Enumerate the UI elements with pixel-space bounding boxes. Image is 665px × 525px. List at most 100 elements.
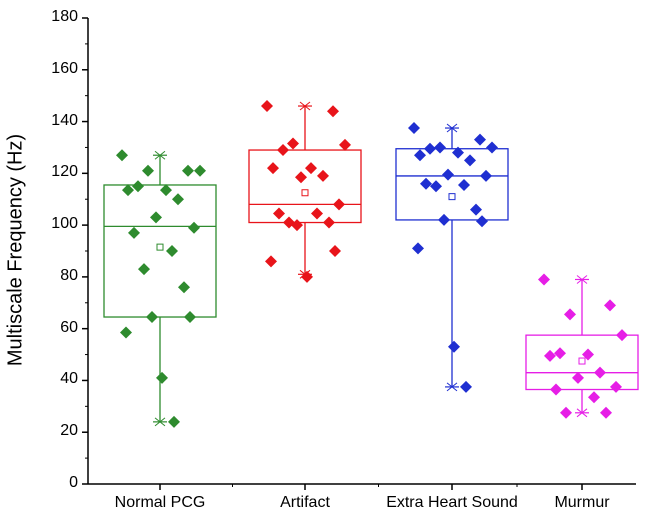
data-point bbox=[295, 171, 307, 184]
data-point bbox=[291, 219, 303, 232]
data-point bbox=[172, 193, 184, 206]
data-point bbox=[138, 263, 150, 276]
x-tick-label: Artifact bbox=[280, 494, 330, 511]
x-tick-label: Murmur bbox=[554, 494, 610, 511]
box-iqr bbox=[103, 184, 217, 318]
mean-marker bbox=[448, 193, 456, 201]
data-point bbox=[582, 348, 594, 361]
y-tick-label: 20 bbox=[60, 422, 78, 440]
data-point bbox=[333, 198, 345, 211]
data-point bbox=[442, 168, 454, 181]
data-point bbox=[600, 406, 612, 419]
data-point bbox=[560, 406, 572, 419]
data-point bbox=[150, 211, 162, 224]
whisker-cap-cross bbox=[446, 382, 458, 392]
y-tick-label: 140 bbox=[51, 111, 78, 129]
data-point bbox=[460, 380, 472, 393]
data-point bbox=[544, 349, 556, 362]
whisker-cap-cross bbox=[154, 150, 166, 160]
data-point bbox=[550, 383, 562, 396]
x-tick-label: Extra Heart Sound bbox=[386, 494, 518, 511]
data-point bbox=[412, 242, 424, 255]
data-point bbox=[273, 207, 285, 220]
data-point bbox=[142, 164, 154, 177]
y-tick-label: 160 bbox=[51, 59, 78, 77]
mean-marker bbox=[578, 357, 586, 365]
data-point bbox=[182, 164, 194, 177]
data-point bbox=[486, 141, 498, 154]
whisker-cap-cross bbox=[154, 417, 166, 427]
data-point bbox=[305, 162, 317, 175]
data-point bbox=[408, 122, 420, 135]
data-point bbox=[327, 105, 339, 118]
data-point bbox=[424, 142, 436, 155]
y-tick-label: 40 bbox=[60, 370, 78, 388]
data-point bbox=[616, 329, 628, 342]
data-point bbox=[604, 299, 616, 312]
y-axis-label: Multiscale Frequency (Hz) bbox=[4, 133, 27, 367]
data-point bbox=[452, 146, 464, 159]
y-tick-label: 80 bbox=[60, 266, 78, 284]
data-point bbox=[448, 340, 460, 353]
data-point bbox=[265, 255, 277, 268]
data-point bbox=[287, 137, 299, 150]
data-point bbox=[156, 371, 168, 384]
data-point bbox=[194, 164, 206, 177]
whisker-cap-cross bbox=[576, 275, 588, 284]
data-point bbox=[116, 149, 128, 162]
y-tick-label: 180 bbox=[51, 8, 78, 25]
data-point bbox=[458, 178, 470, 191]
data-point bbox=[267, 162, 279, 175]
box-iqr bbox=[248, 149, 362, 224]
data-point bbox=[414, 149, 426, 162]
data-point bbox=[261, 100, 273, 113]
data-point bbox=[184, 311, 196, 324]
whisker-cap-cross bbox=[576, 408, 588, 418]
data-point bbox=[277, 144, 289, 157]
data-point bbox=[572, 371, 584, 384]
data-point bbox=[470, 203, 482, 216]
data-point bbox=[464, 154, 476, 167]
data-point bbox=[188, 221, 200, 234]
box-iqr bbox=[525, 334, 639, 391]
y-tick-label: 60 bbox=[60, 318, 78, 336]
data-point bbox=[430, 180, 442, 193]
data-point bbox=[122, 184, 134, 197]
y-tick-label: 0 bbox=[69, 474, 78, 491]
x-tick-label: Normal PCG bbox=[114, 494, 206, 511]
data-point bbox=[594, 366, 606, 379]
data-point bbox=[554, 347, 566, 360]
mean-marker bbox=[301, 189, 309, 197]
data-point bbox=[434, 141, 446, 154]
data-point bbox=[588, 391, 600, 404]
data-point bbox=[438, 213, 450, 226]
data-point bbox=[329, 245, 341, 257]
data-point bbox=[311, 207, 323, 220]
whisker-cap-cross bbox=[299, 101, 311, 111]
data-point bbox=[610, 380, 622, 393]
data-point bbox=[480, 169, 492, 182]
data-point bbox=[178, 281, 190, 294]
data-point bbox=[166, 245, 178, 257]
box-iqr bbox=[395, 148, 509, 221]
data-point bbox=[323, 216, 335, 229]
data-point bbox=[538, 273, 550, 286]
data-point bbox=[132, 180, 144, 193]
data-point bbox=[168, 415, 180, 428]
whisker-cap-cross bbox=[446, 123, 458, 133]
y-tick-label: 120 bbox=[51, 163, 78, 181]
data-point bbox=[120, 326, 132, 339]
data-point bbox=[476, 215, 488, 228]
mean-marker bbox=[156, 243, 164, 251]
data-point bbox=[420, 177, 432, 190]
data-point bbox=[474, 133, 486, 146]
y-tick-label: 100 bbox=[51, 215, 78, 233]
data-point bbox=[160, 184, 172, 197]
data-point bbox=[301, 270, 313, 283]
data-point bbox=[564, 308, 576, 321]
data-point bbox=[339, 138, 351, 151]
data-point bbox=[146, 311, 158, 324]
data-point bbox=[317, 169, 329, 182]
